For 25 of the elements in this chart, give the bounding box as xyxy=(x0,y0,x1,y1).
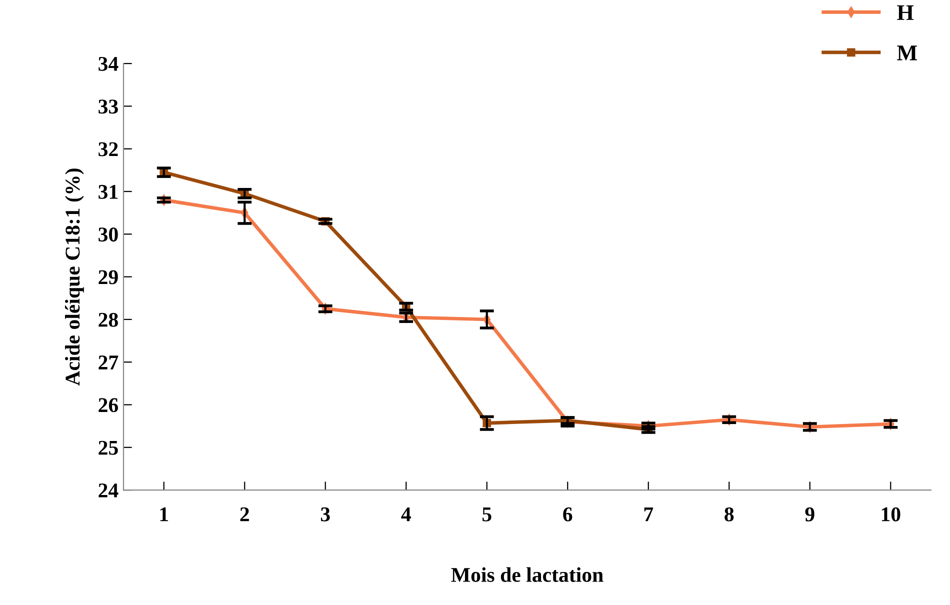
x-tick-label: 2 xyxy=(240,507,249,522)
y-axis-title: Acide oléique C18:1 (%) xyxy=(65,168,84,386)
y-tick-label: 34 xyxy=(98,56,118,71)
y-tick-label: 31 xyxy=(98,184,118,199)
x-tick-label: 5 xyxy=(482,508,492,522)
y-tick-label: 28 xyxy=(98,312,118,327)
x-tick-label: 6 xyxy=(563,507,572,522)
x-tick-label: 7 xyxy=(644,508,654,522)
y-tick-label: 25 xyxy=(98,440,118,455)
y-tick-label: 24 xyxy=(98,483,118,498)
x-tick-label: 10 xyxy=(882,507,900,522)
x-tick-label: 3 xyxy=(320,507,330,522)
legend-label: H xyxy=(897,5,914,20)
y-tick-label: 27 xyxy=(98,356,118,370)
y-tick-label: 26 xyxy=(98,398,118,412)
x-tick-label: 4 xyxy=(401,507,411,522)
x-tick-label: 8 xyxy=(724,507,734,522)
x-tick-label: 9 xyxy=(805,507,814,522)
y-tick-label: 29 xyxy=(98,270,118,284)
x-axis-title: Mois de lactation xyxy=(451,567,604,582)
y-tick-label: 30 xyxy=(98,228,118,242)
legend-label: M xyxy=(897,46,918,60)
y-tick-label: 32 xyxy=(98,142,118,156)
x-tick-label: 1 xyxy=(160,507,168,522)
y-tick-label: 33 xyxy=(98,100,118,114)
